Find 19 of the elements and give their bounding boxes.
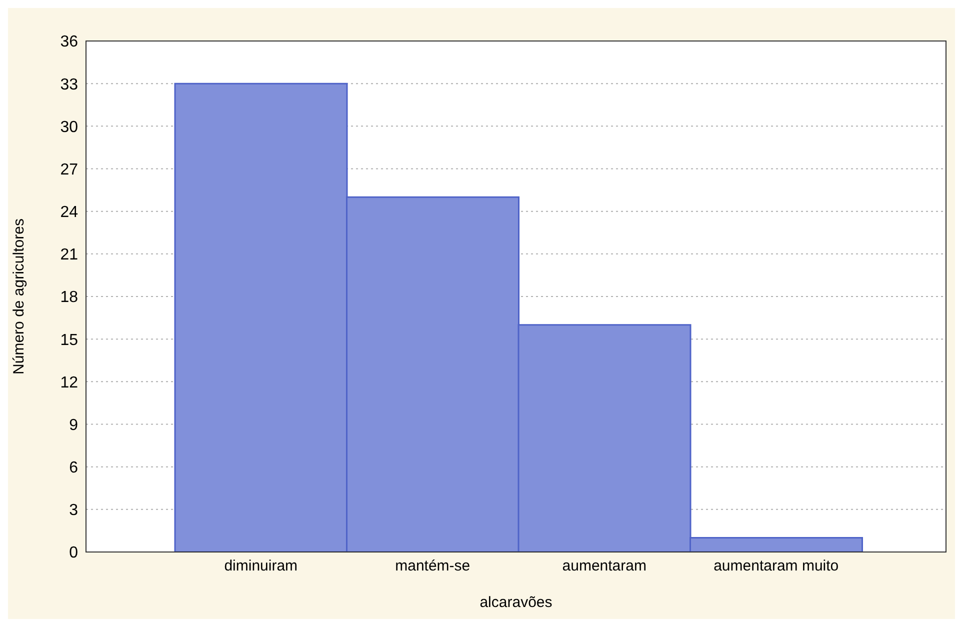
y-tick-label: 15 (60, 332, 78, 349)
y-axis-title: Número de agricultores (10, 218, 28, 374)
y-tick-label: 27 (60, 161, 78, 178)
y-tick-label: 0 (69, 544, 78, 562)
y-tick-label: 33 (60, 76, 78, 94)
y-tick-label: 9 (69, 416, 78, 434)
x-tick-label: mantém-se (395, 558, 470, 575)
x-tick-label: aumentaram (562, 558, 646, 575)
y-tick-label: 12 (60, 374, 78, 392)
y-tick-label: 30 (60, 118, 78, 136)
y-tick-label: 6 (69, 460, 78, 477)
y-tick-label: 36 (60, 34, 78, 51)
y-tick-label: 21 (60, 246, 78, 264)
x-axis-title: alcaravões (480, 594, 552, 611)
x-tick-label: diminuiram (224, 558, 298, 575)
y-tick-label: 3 (69, 502, 78, 520)
y-tick-label: 24 (60, 204, 78, 222)
y-tick-label: 18 (60, 289, 78, 306)
x-tick-label: aumentaram muito (714, 558, 839, 575)
